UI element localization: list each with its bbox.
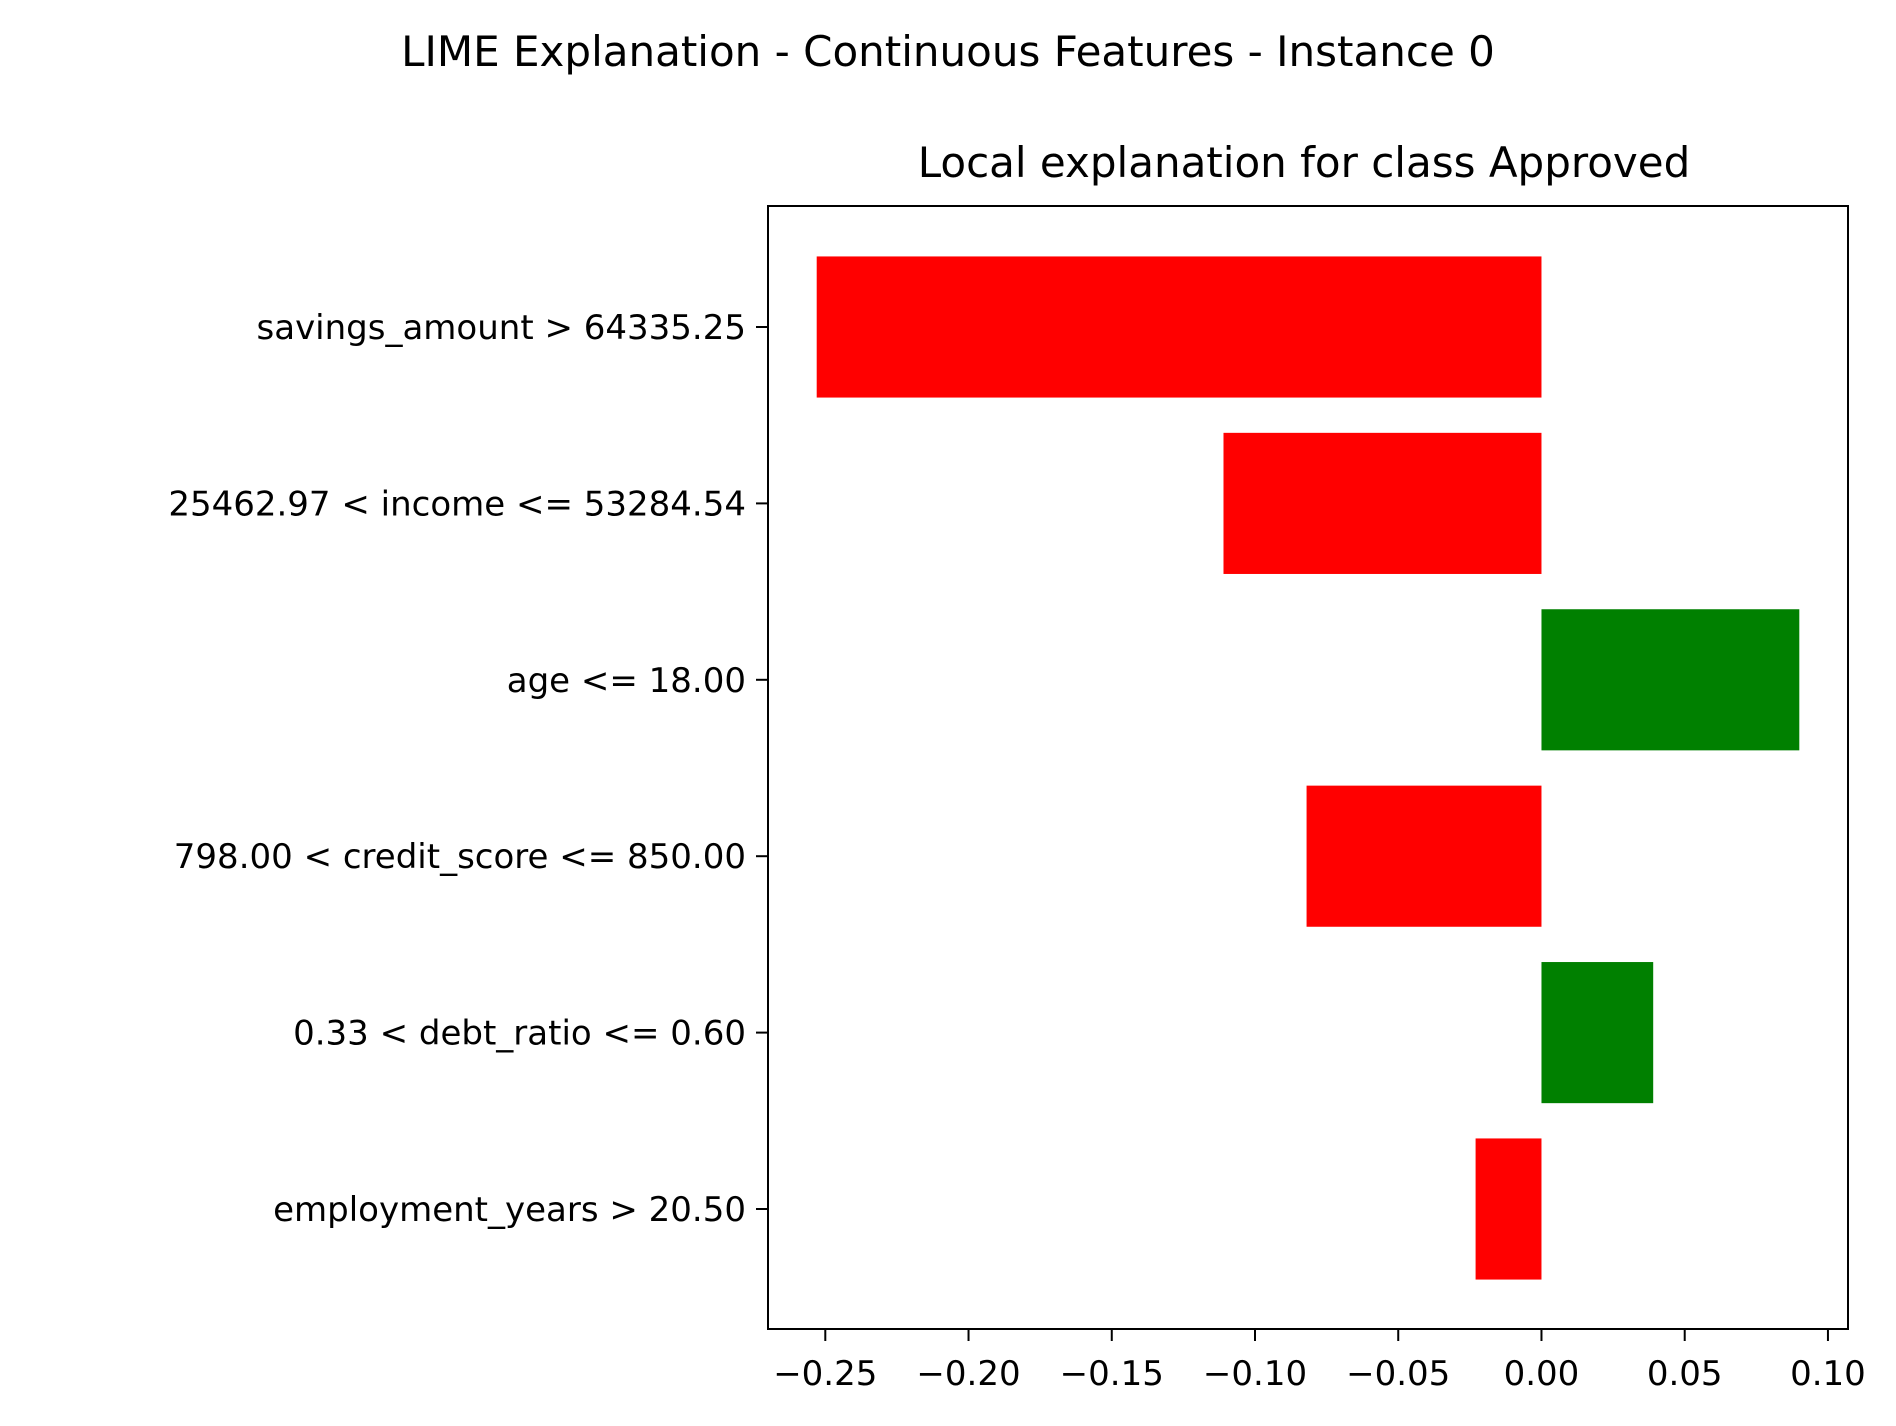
bar-4 xyxy=(1541,962,1654,1104)
figure-suptitle: LIME Explanation - Continuous Features -… xyxy=(401,27,1495,76)
x-tick-label-2: −0.15 xyxy=(1060,1354,1164,1394)
axes-frame xyxy=(767,205,1849,1330)
bar-1 xyxy=(1223,432,1542,574)
y-axis: savings_amount > 64335.25 25462.97 < inco… xyxy=(168,308,768,1230)
x-tick-label-6: 0.05 xyxy=(1647,1354,1723,1394)
bar-5 xyxy=(1475,1138,1542,1280)
bar-2 xyxy=(1541,609,1800,751)
x-tick-label-7: 0.10 xyxy=(1790,1354,1866,1394)
y-tick-label-3: 798.00 < credit_score <= 850.00 xyxy=(174,837,746,877)
x-tick-label-0: −0.25 xyxy=(773,1354,877,1394)
x-tick-label-3: −0.10 xyxy=(1203,1354,1307,1394)
x-tick-label-1: −0.20 xyxy=(916,1354,1020,1394)
y-tick-label-2: age <= 18.00 xyxy=(507,661,746,701)
y-tick-label-0: savings_amount > 64335.25 xyxy=(257,308,746,348)
bar-3 xyxy=(1306,785,1542,927)
y-tick-label-5: employment_years > 20.50 xyxy=(273,1190,746,1230)
x-tick-label-4: −0.05 xyxy=(1346,1354,1450,1394)
axes-title: Local explanation for class Approved xyxy=(918,138,1691,187)
y-tick-label-4: 0.33 < debt_ratio <= 0.60 xyxy=(293,1014,746,1054)
bars-group xyxy=(816,256,1800,1280)
bar-0 xyxy=(816,256,1542,398)
y-tick-label-1: 25462.97 < income <= 53284.54 xyxy=(168,484,746,524)
x-axis: −0.25 −0.20 −0.15 −0.10 −0.05 0.00 0.05 0.10 xyxy=(773,1329,1866,1394)
x-tick-label-5: 0.00 xyxy=(1504,1354,1580,1394)
